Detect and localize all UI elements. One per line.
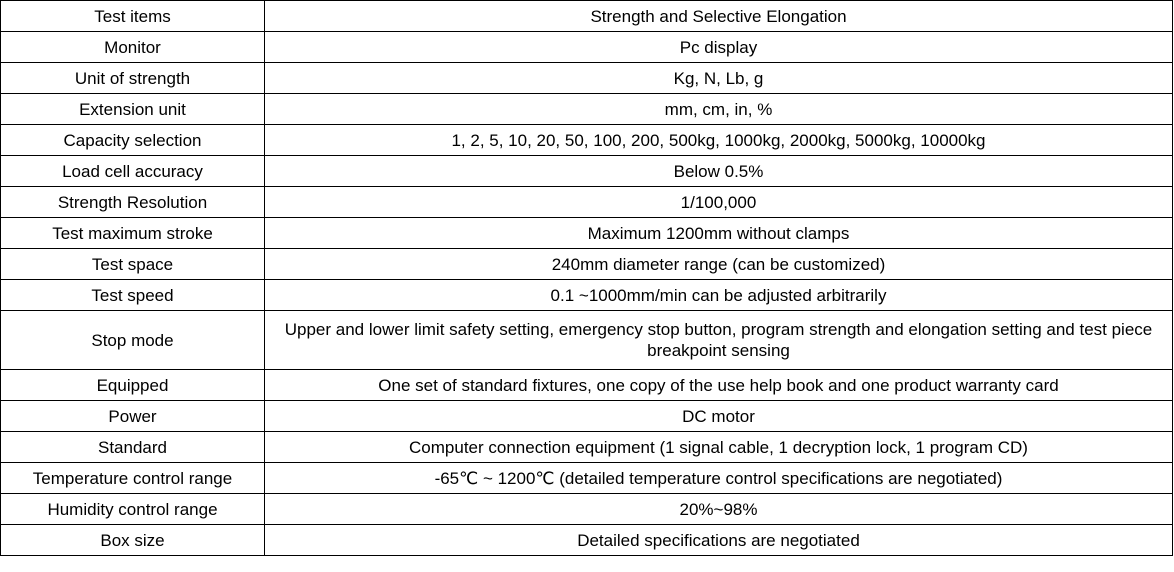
item-value: Strength and Selective Elongation — [264, 0, 1173, 32]
table-row: Power DC motor — [0, 400, 1173, 432]
table-row: Temperature control range -65℃ ~ 1200℃ (d… — [0, 462, 1173, 494]
item-value: Maximum 1200mm without clamps — [264, 217, 1173, 249]
item-value: One set of standard fixtures, one copy o… — [264, 369, 1173, 401]
table-row: Test items Strength and Selective Elongat… — [0, 0, 1173, 32]
item-value: DC motor — [264, 400, 1173, 432]
item-value: 240mm diameter range (can be customized) — [264, 248, 1173, 280]
table-row: Humidity control range 20%~98% — [0, 493, 1173, 525]
table-row: Capacity selection 1, 2, 5, 10, 20, 50, 1… — [0, 124, 1173, 156]
item-label: Stop mode — [0, 310, 265, 370]
item-value: 20%~98% — [264, 493, 1173, 525]
item-value: mm, cm, in, % — [264, 93, 1173, 125]
item-label: Capacity selection — [0, 124, 265, 156]
item-label: Strength Resolution — [0, 186, 265, 218]
item-value: Upper and lower limit safety setting, em… — [264, 310, 1173, 370]
item-label: Equipped — [0, 369, 265, 401]
item-label: Monitor — [0, 31, 265, 63]
spec-table: Test items Strength and Selective Elongat… — [0, 0, 1173, 556]
table-row: Test space 240mm diameter range (can be c… — [0, 248, 1173, 280]
item-value: 1, 2, 5, 10, 20, 50, 100, 200, 500kg, 10… — [264, 124, 1173, 156]
item-value: -65℃ ~ 1200℃ (detailed temperature contr… — [264, 462, 1173, 494]
item-label: Temperature control range — [0, 462, 265, 494]
table-row: Extension unit mm, cm, in, % — [0, 93, 1173, 125]
item-value: Computer connection equipment (1 signal … — [264, 431, 1173, 463]
table-row: Strength Resolution 1/100,000 — [0, 186, 1173, 218]
item-label: Power — [0, 400, 265, 432]
table-row: Box size Detailed specifications are nego… — [0, 524, 1173, 556]
item-label: Unit of strength — [0, 62, 265, 94]
table-row: Unit of strength Kg, N, Lb, g — [0, 62, 1173, 94]
item-label: Test space — [0, 248, 265, 280]
table-row: Load cell accuracy Below 0.5% — [0, 155, 1173, 187]
item-label: Standard — [0, 431, 265, 463]
item-label: Box size — [0, 524, 265, 556]
table-row: Monitor Pc display — [0, 31, 1173, 63]
item-value: Detailed specifications are negotiated — [264, 524, 1173, 556]
table-row: Standard Computer connection equipment (1… — [0, 431, 1173, 463]
item-label: Test maximum stroke — [0, 217, 265, 249]
table-row: Test speed 0.1 ~1000mm/min can be adjuste… — [0, 279, 1173, 311]
table-row: Stop mode Upper and lower limit safety se… — [0, 310, 1173, 370]
item-label: Test speed — [0, 279, 265, 311]
item-label: Test items — [0, 0, 265, 32]
item-value: Kg, N, Lb, g — [264, 62, 1173, 94]
item-label: Humidity control range — [0, 493, 265, 525]
table-row: Equipped One set of standard fixtures, on… — [0, 369, 1173, 401]
item-value: 0.1 ~1000mm/min can be adjusted arbitrar… — [264, 279, 1173, 311]
item-label: Extension unit — [0, 93, 265, 125]
table-body: Test items Strength and Selective Elongat… — [0, 0, 1173, 556]
table-row: Test maximum stroke Maximum 1200mm withou… — [0, 217, 1173, 249]
item-value: Pc display — [264, 31, 1173, 63]
item-value: Below 0.5% — [264, 155, 1173, 187]
item-value: 1/100,000 — [264, 186, 1173, 218]
item-label: Load cell accuracy — [0, 155, 265, 187]
